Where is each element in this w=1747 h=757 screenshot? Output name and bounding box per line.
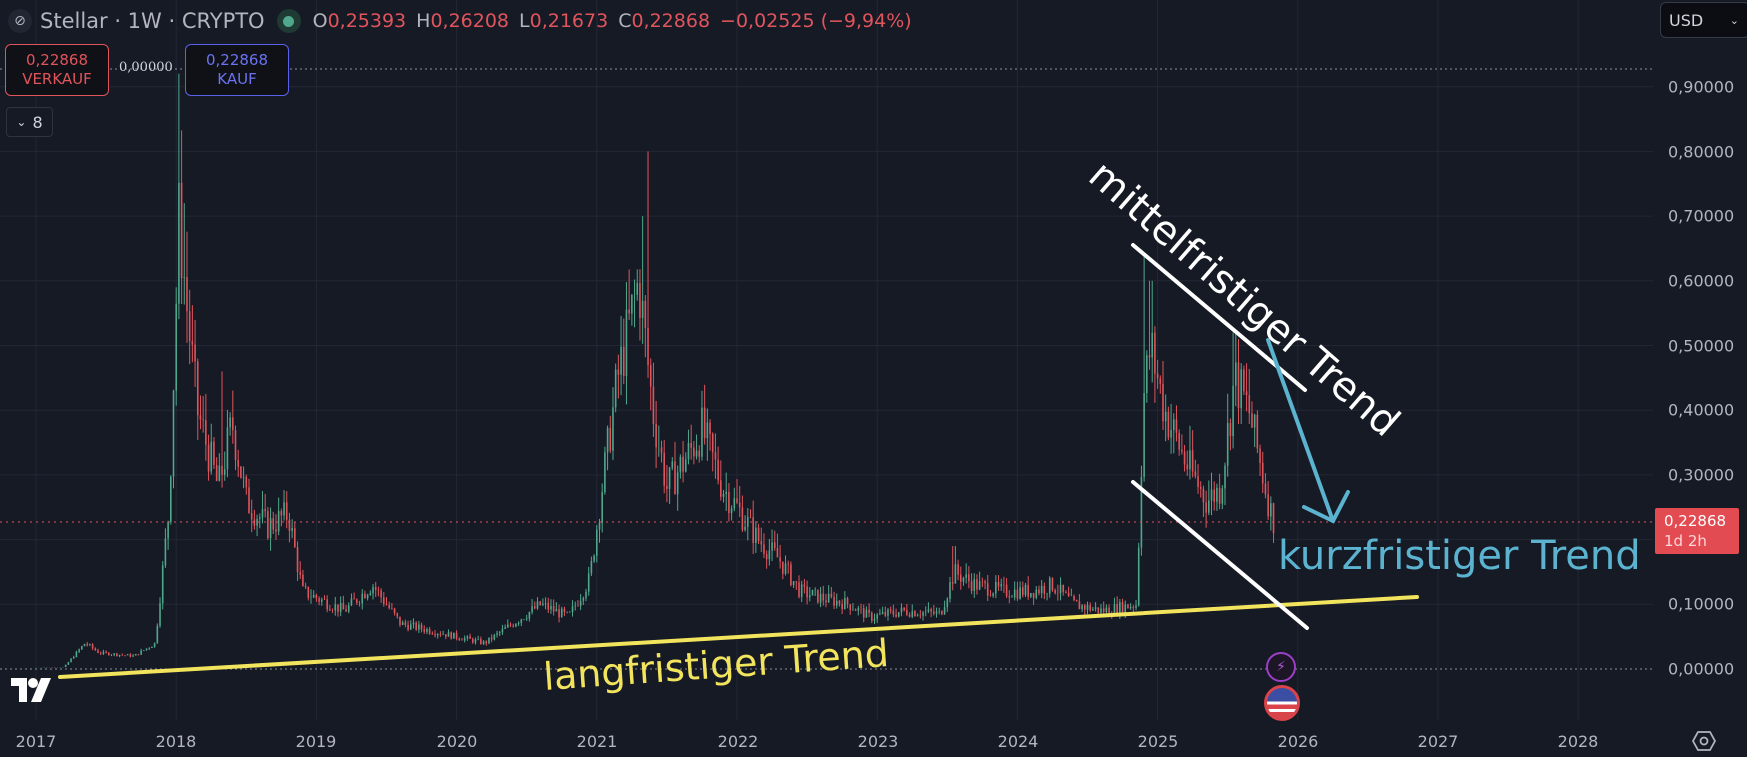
spread-value: 0,00000 (119, 60, 173, 75)
chevron-down-icon: ⌄ (1729, 13, 1739, 27)
currency-label: USD (1669, 10, 1704, 30)
symbol-header: ⊘ Stellar · 1W · CRYPTO O0,25393 H0,2620… (8, 6, 912, 36)
buy-button[interactable]: 0,22868 KAUF (185, 44, 289, 96)
high-label: H (416, 10, 431, 32)
chart-grid (0, 0, 1653, 720)
time-axis-label: 2018 (155, 732, 197, 751)
time-axis-label: 2024 (997, 732, 1039, 751)
market-status-dot-icon[interactable] (276, 9, 301, 33)
price-axis-label: 0,00000 (1668, 659, 1735, 679)
short-term-trend-label[interactable]: kurzfristiger Trend (1278, 533, 1641, 579)
indicators-collapse-button[interactable]: ⌄ 8 (6, 107, 53, 137)
price-axis-label: 0,60000 (1668, 271, 1735, 291)
open-label: O (312, 10, 328, 32)
current-price-tag: 0,22868 1d 2h (1655, 508, 1739, 554)
time-axis-label: 2017 (15, 732, 57, 751)
current-price: 0,22868 (1664, 512, 1727, 530)
candlestick-series (35, 73, 1275, 668)
currency-select[interactable]: USD ⌄ (1660, 2, 1747, 38)
time-axis-label: 2026 (1277, 732, 1319, 751)
chevron-down-icon: ⌄ (16, 115, 27, 129)
price-axis-label: 0,40000 (1668, 400, 1735, 420)
time-axis-label: 2025 (1137, 732, 1179, 751)
price-axis-label: 0,50000 (1668, 336, 1735, 356)
sell-label: VERKAUF (22, 70, 92, 88)
long-term-trendline[interactable] (58, 595, 1419, 679)
low-value: 0,21673 (529, 10, 609, 32)
close-label: C (618, 10, 632, 32)
stellar-logo-icon: ⊘ (8, 9, 32, 33)
sell-button[interactable]: 0,22868 VERKAUF (5, 44, 109, 96)
chart-settings-gear-icon[interactable] (1692, 729, 1716, 753)
time-axis-label: 2028 (1557, 732, 1599, 751)
us-flag-event-icon[interactable] (1264, 685, 1300, 721)
time-axis-label: 2019 (295, 732, 337, 751)
close-value: 0,22868 (631, 10, 711, 32)
lightning-event-icon[interactable]: ⚡ (1266, 652, 1296, 682)
mid-term-lower-trendline[interactable] (1131, 480, 1309, 630)
time-axis-label: 2023 (857, 732, 899, 751)
indicator-count: 8 (32, 112, 43, 132)
symbol-title[interactable]: Stellar · 1W · CRYPTO (40, 9, 265, 33)
buy-price: 0,22868 (205, 51, 269, 69)
bar-countdown: 1d 2h (1664, 532, 1707, 550)
sell-price: 0,22868 (25, 51, 89, 69)
price-axis-label: 0,80000 (1668, 142, 1735, 162)
time-axis-label: 2022 (717, 732, 759, 751)
low-label: L (519, 10, 530, 32)
price-axis-label: 0,30000 (1668, 465, 1735, 485)
price-axis-label: 0,10000 (1668, 594, 1735, 614)
tradingview-logo-icon[interactable] (9, 676, 57, 704)
time-axis-label: 2020 (436, 732, 478, 751)
change-value: −0,02525 (−9,94%) (720, 10, 912, 32)
open-value: 0,25393 (327, 10, 407, 32)
buy-label: KAUF (217, 70, 257, 88)
short-term-arrow[interactable] (1266, 338, 1350, 524)
ohlc-values: O0,25393 H0,26208 L0,21673 C0,22868 −0,0… (313, 10, 912, 32)
price-axis-label: 0,90000 (1668, 77, 1735, 97)
time-axis-label: 2021 (576, 732, 618, 751)
price-axis-label: 0,70000 (1668, 206, 1735, 226)
high-value: 0,26208 (430, 10, 510, 32)
time-axis-label: 2027 (1417, 732, 1459, 751)
